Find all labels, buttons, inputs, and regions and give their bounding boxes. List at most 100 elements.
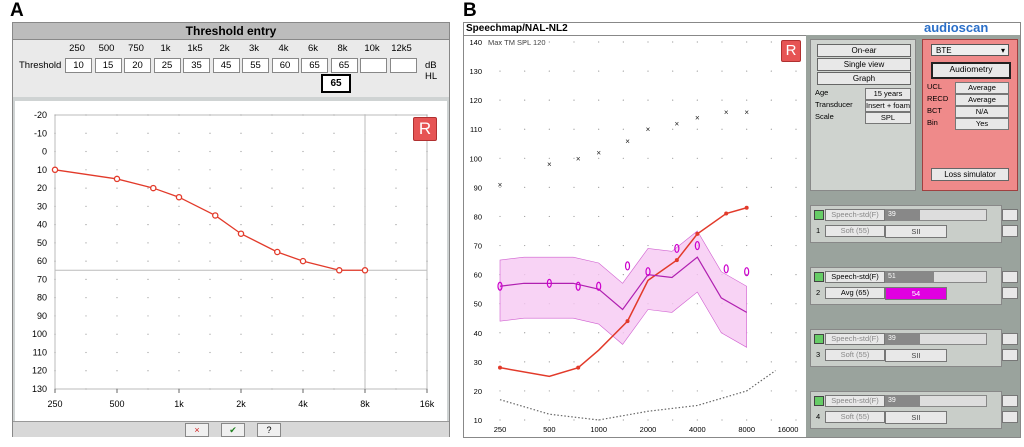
threshold-point[interactable] (361, 267, 369, 274)
sii-field: SII (885, 411, 947, 424)
chevron-down-icon: ▾ (1000, 46, 1005, 55)
ucl-marker: × (744, 108, 749, 117)
level-field[interactable]: Soft (55) (825, 411, 885, 423)
ucl-marker: × (675, 119, 680, 128)
x-tick-label: 500 (543, 425, 556, 434)
threshold-point[interactable] (113, 175, 121, 183)
grid-dot (524, 70, 526, 72)
threshold-cell[interactable]: 65 (330, 58, 358, 73)
threshold-cell[interactable]: 55 (242, 58, 269, 73)
device-type-value: BTE (936, 46, 952, 55)
threshold-point[interactable] (299, 257, 307, 265)
grid-icon[interactable] (1002, 271, 1018, 283)
curve-icon[interactable] (1002, 411, 1018, 423)
play-icon[interactable] (814, 396, 824, 406)
threshold-point[interactable] (212, 212, 219, 219)
threshold-cell[interactable]: 10 (65, 58, 92, 73)
freq-header: 1k5 (187, 43, 203, 54)
grid-dot (271, 297, 273, 299)
grid-dot (672, 244, 674, 247)
threshold-point[interactable] (237, 230, 245, 237)
threshold-point[interactable] (150, 184, 157, 192)
threshold-point[interactable] (336, 267, 343, 274)
grid-dot (426, 150, 428, 153)
grid-dot (240, 169, 242, 171)
grid-dot (622, 99, 624, 101)
grid-dot (240, 242, 242, 244)
x-tick-label: 4k (298, 399, 308, 409)
grid-dot (746, 70, 748, 72)
threshold-point[interactable] (274, 248, 281, 256)
device-field-value[interactable]: Average (955, 94, 1009, 106)
threshold-cell[interactable]: 45 (212, 58, 240, 73)
target-marker (674, 243, 680, 254)
grid-dot (548, 361, 550, 363)
grid-dot (271, 242, 273, 244)
grid-dot (548, 419, 550, 421)
level-field[interactable]: Soft (55) (825, 349, 885, 361)
single-view-button[interactable]: Single view (817, 58, 911, 71)
audiometry-button[interactable]: Audiometry (931, 62, 1011, 79)
grid-dot (795, 419, 797, 421)
grid-dot (696, 41, 698, 43)
threshold-point[interactable] (51, 166, 59, 174)
grid-dot (746, 215, 748, 218)
grid-dot (54, 297, 56, 299)
curve-icon[interactable] (1002, 287, 1018, 299)
stimulus-field[interactable]: Speech-std(F) (825, 271, 885, 283)
cancel-button[interactable]: × (185, 423, 209, 437)
grid-dot (54, 242, 56, 244)
curve-icon[interactable] (1002, 349, 1018, 361)
grid-icon[interactable] (1002, 333, 1018, 345)
threshold-cell[interactable]: 20 (124, 58, 151, 73)
grid-dot (573, 186, 575, 188)
freq-header: 3k (248, 43, 260, 54)
play-icon[interactable] (814, 210, 824, 220)
grid-dot (302, 242, 304, 244)
grid-dot (499, 419, 501, 421)
threshold-cell[interactable] (360, 58, 387, 73)
curve-icon[interactable] (1002, 225, 1018, 237)
device-field-value[interactable]: N/A (955, 106, 1009, 118)
stimulus-field[interactable]: Speech-std(F) (825, 333, 885, 345)
grid-icon[interactable] (1002, 395, 1018, 407)
grid-dot (524, 157, 526, 159)
device-type-select[interactable]: BTE ▾ (931, 44, 1009, 56)
device-field-value[interactable]: Yes (955, 118, 1009, 130)
threshold-cell[interactable] (389, 58, 417, 73)
grid-dot (209, 224, 211, 226)
y-tick-label: 90 (37, 311, 47, 321)
threshold-cell[interactable]: 60 (271, 58, 299, 73)
threshold-cell[interactable]: 25 (153, 58, 181, 73)
active-entry-field[interactable]: 65 (321, 74, 351, 93)
threshold-cell[interactable]: 15 (94, 58, 122, 73)
help-button[interactable]: ? (257, 423, 281, 437)
target-marker (744, 267, 750, 277)
grid-icon[interactable] (1002, 209, 1018, 221)
grid-dot (116, 297, 118, 299)
level-field[interactable]: Soft (55) (825, 225, 885, 237)
grid-dot (598, 157, 600, 159)
threshold-cell[interactable]: 65 (301, 58, 328, 73)
device-field-value[interactable]: Average (955, 82, 1009, 94)
target-marker (694, 240, 700, 251)
play-icon[interactable] (814, 272, 824, 282)
y-tick-label: 50 (474, 300, 482, 309)
loss-simulator-button[interactable]: Loss simulator (931, 168, 1009, 181)
ok-button[interactable]: ✔ (221, 423, 245, 437)
grid-dot (598, 244, 600, 247)
level-field[interactable]: Avg (65) (825, 287, 885, 299)
threshold-cell[interactable]: 35 (183, 58, 210, 73)
graph-button[interactable]: Graph (817, 72, 911, 85)
stimulus-field[interactable]: Speech-std(F) (825, 209, 885, 221)
on-ear-button[interactable]: On-ear (817, 44, 911, 57)
play-icon[interactable] (814, 334, 824, 344)
grid-dot (116, 351, 118, 354)
grid-dot (548, 390, 550, 392)
grid-dot (395, 260, 397, 262)
stimulus-field[interactable]: Speech-std(F) (825, 395, 885, 407)
grid-dot (622, 390, 624, 392)
grid-dot (240, 278, 242, 280)
grid-dot (178, 224, 180, 226)
threshold-point[interactable] (175, 193, 183, 201)
